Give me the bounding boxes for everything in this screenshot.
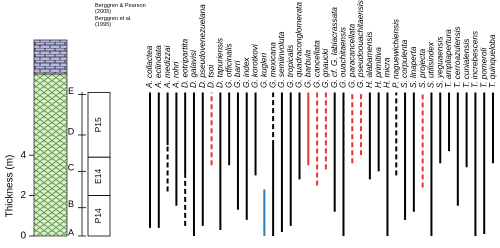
references: Berggren & Pearson (2005) Berggren et al.… — [95, 3, 147, 29]
species-label: G. ouachitaensis — [339, 27, 348, 88]
y-tick-label: 2 — [20, 190, 26, 201]
species-label: T. quinqueloba — [488, 34, 497, 88]
species-label: D. pseudovenezuelana — [198, 4, 207, 88]
species-label: P. naguewichiensis — [391, 19, 400, 88]
species-label: H. alabamensis — [365, 32, 374, 88]
species-label: S. yeguaensis — [435, 37, 444, 88]
zone-label: P14 — [93, 208, 103, 223]
zone-box — [87, 92, 111, 158]
unit-label: C — [68, 163, 75, 173]
species-label: D. galavisi — [189, 50, 198, 88]
species-label: S. projecta — [418, 48, 427, 88]
species-label: D. tsoi — [207, 65, 216, 88]
species-label: T. increbescens — [471, 31, 480, 88]
species-label: G. kugleri — [260, 53, 269, 88]
species-label: G. index — [242, 57, 251, 88]
y-axis-title: Thickness (m) — [5, 155, 16, 218]
species-label: A. medizzai — [163, 46, 172, 89]
unit-label: A — [68, 227, 74, 237]
species-label: G. gnaucki — [321, 49, 330, 88]
zone-label: P15 — [93, 117, 103, 132]
species-label: G. cancellata — [312, 40, 321, 88]
species-label: A. rohri — [172, 61, 181, 89]
lithology-limestone — [33, 39, 68, 75]
species-label: A. eclindata — [154, 45, 163, 89]
species-label: G. paracancellata — [347, 23, 356, 88]
species-label: S. corpulenta — [400, 39, 409, 88]
zone-label: E14 — [93, 169, 103, 184]
species-label: G. semiinvoluta — [277, 31, 286, 88]
species-label: T. pomeroli — [479, 48, 488, 88]
species-label: H. micra — [383, 57, 392, 88]
species-label: G. cf. G. labiacrassata — [330, 7, 339, 88]
unit-label: B — [68, 199, 74, 209]
species-label: D. tapuriensis — [216, 38, 225, 88]
y-tick-label: 0 — [20, 231, 26, 242]
species-label: T. cunialensis — [462, 39, 471, 88]
species-label: D. eotripartita — [180, 38, 189, 88]
species-label: G. officinalis — [224, 43, 233, 88]
species-label: S. linaperta — [409, 46, 418, 88]
lithology-limestone-marl — [33, 73, 68, 237]
species-label: G. quadraconglomerata — [295, 2, 304, 88]
species-label: A. collactea — [145, 45, 154, 89]
species-label: G. barri — [233, 61, 242, 88]
species-label: G. mexicana — [268, 42, 277, 88]
unit-label: D — [68, 126, 75, 136]
unit-label: E — [68, 86, 74, 96]
species-label: G. tropicalis — [286, 45, 295, 88]
species-label: G. barbula — [303, 49, 312, 88]
species-label: H. primitiva — [374, 47, 383, 88]
reference: Berggren & Pearson (2005) — [95, 3, 146, 16]
species-label: G. pseudoouachitaensis — [356, 0, 365, 88]
species-label: T. ampliapertura — [444, 29, 453, 88]
species-label: S. utilisindex — [427, 41, 436, 88]
species-label: G. korotkovi — [251, 44, 260, 88]
species-label: T. cerroazulensis — [453, 26, 462, 88]
y-tick-label: 4 — [20, 150, 26, 161]
reference: Berggren et al. (1995) — [95, 15, 132, 29]
